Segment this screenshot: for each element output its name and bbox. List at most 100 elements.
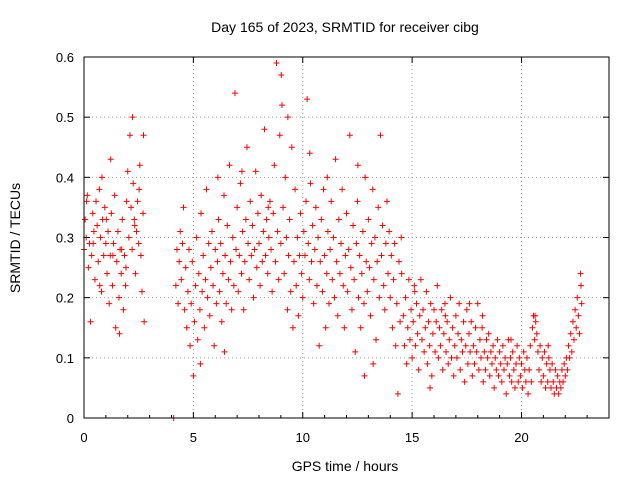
data-point xyxy=(177,228,184,235)
data-point xyxy=(376,294,383,301)
data-point xyxy=(193,234,200,241)
data-point xyxy=(259,258,266,265)
data-point xyxy=(528,378,535,385)
data-point xyxy=(444,318,451,325)
data-point xyxy=(301,252,308,259)
data-point xyxy=(298,270,305,277)
data-point xyxy=(411,288,418,295)
data-point xyxy=(348,306,355,313)
data-point xyxy=(253,264,260,271)
data-point xyxy=(106,300,113,307)
data-point xyxy=(225,276,232,283)
data-point xyxy=(393,300,400,307)
x-axis-title: GPS time / hours xyxy=(292,458,399,474)
data-point xyxy=(254,210,261,217)
data-point xyxy=(132,270,139,277)
data-point xyxy=(458,336,465,343)
data-point xyxy=(491,384,498,391)
x-tick-label: 20 xyxy=(514,430,528,445)
data-point xyxy=(387,294,394,301)
data-point xyxy=(331,294,338,301)
data-point xyxy=(118,270,125,277)
data-point xyxy=(121,252,128,259)
data-point xyxy=(362,174,369,181)
data-point xyxy=(495,372,502,379)
data-point xyxy=(273,60,280,67)
data-points xyxy=(81,60,585,421)
data-point xyxy=(135,240,142,247)
data-point xyxy=(398,270,405,277)
data-point xyxy=(457,366,464,373)
data-point xyxy=(543,360,550,367)
data-point xyxy=(176,258,183,265)
data-point xyxy=(180,204,187,211)
data-point xyxy=(358,270,365,277)
data-point xyxy=(288,144,295,151)
data-point xyxy=(262,252,269,259)
data-point xyxy=(312,204,319,211)
data-point xyxy=(560,378,567,385)
data-point xyxy=(198,210,205,217)
data-point xyxy=(422,324,429,331)
data-point xyxy=(339,186,346,193)
data-point xyxy=(248,252,255,259)
data-point xyxy=(571,336,577,343)
data-point xyxy=(289,324,296,331)
plot-frame xyxy=(83,56,610,419)
data-point xyxy=(462,342,469,349)
data-point xyxy=(409,354,416,361)
data-point xyxy=(483,336,490,343)
data-point xyxy=(278,102,285,109)
data-point xyxy=(179,240,186,247)
data-point xyxy=(258,192,265,199)
data-point xyxy=(286,216,293,223)
data-point xyxy=(107,156,114,163)
data-point xyxy=(227,258,234,265)
data-point xyxy=(385,270,392,277)
data-point xyxy=(486,372,493,379)
data-point xyxy=(545,354,552,361)
data-point xyxy=(532,318,539,325)
data-point xyxy=(96,186,103,193)
data-point xyxy=(250,294,257,301)
data-point xyxy=(546,366,553,373)
data-point xyxy=(508,336,514,343)
data-point xyxy=(330,234,337,241)
data-point xyxy=(309,222,316,229)
data-point xyxy=(341,324,348,331)
data-point xyxy=(576,330,583,337)
data-point xyxy=(238,270,245,277)
data-point xyxy=(499,342,506,349)
data-point xyxy=(257,282,264,289)
data-point xyxy=(355,294,362,301)
data-point xyxy=(389,324,396,331)
data-point xyxy=(516,354,523,361)
data-point xyxy=(84,192,91,199)
data-point xyxy=(352,348,359,355)
data-point xyxy=(300,228,307,235)
data-point xyxy=(408,306,415,313)
data-point xyxy=(469,372,476,379)
data-point xyxy=(189,258,196,265)
data-point xyxy=(190,372,197,379)
data-point xyxy=(378,252,385,259)
data-point xyxy=(517,372,524,379)
data-point xyxy=(197,360,204,367)
data-point xyxy=(456,300,463,307)
data-point xyxy=(120,306,127,313)
data-point xyxy=(97,234,104,241)
data-point xyxy=(429,330,436,337)
data-point xyxy=(567,330,574,337)
data-point xyxy=(552,366,559,373)
y-axis-title: SRMTID / TECUs xyxy=(7,183,23,293)
data-point xyxy=(141,318,148,325)
data-point xyxy=(445,360,452,367)
data-point xyxy=(479,324,486,331)
data-point xyxy=(130,180,137,187)
data-point xyxy=(468,318,475,325)
data-point xyxy=(310,300,317,307)
x-tick-label: 15 xyxy=(405,430,419,445)
data-point xyxy=(364,288,371,295)
data-point xyxy=(368,240,375,247)
data-point xyxy=(354,162,361,169)
